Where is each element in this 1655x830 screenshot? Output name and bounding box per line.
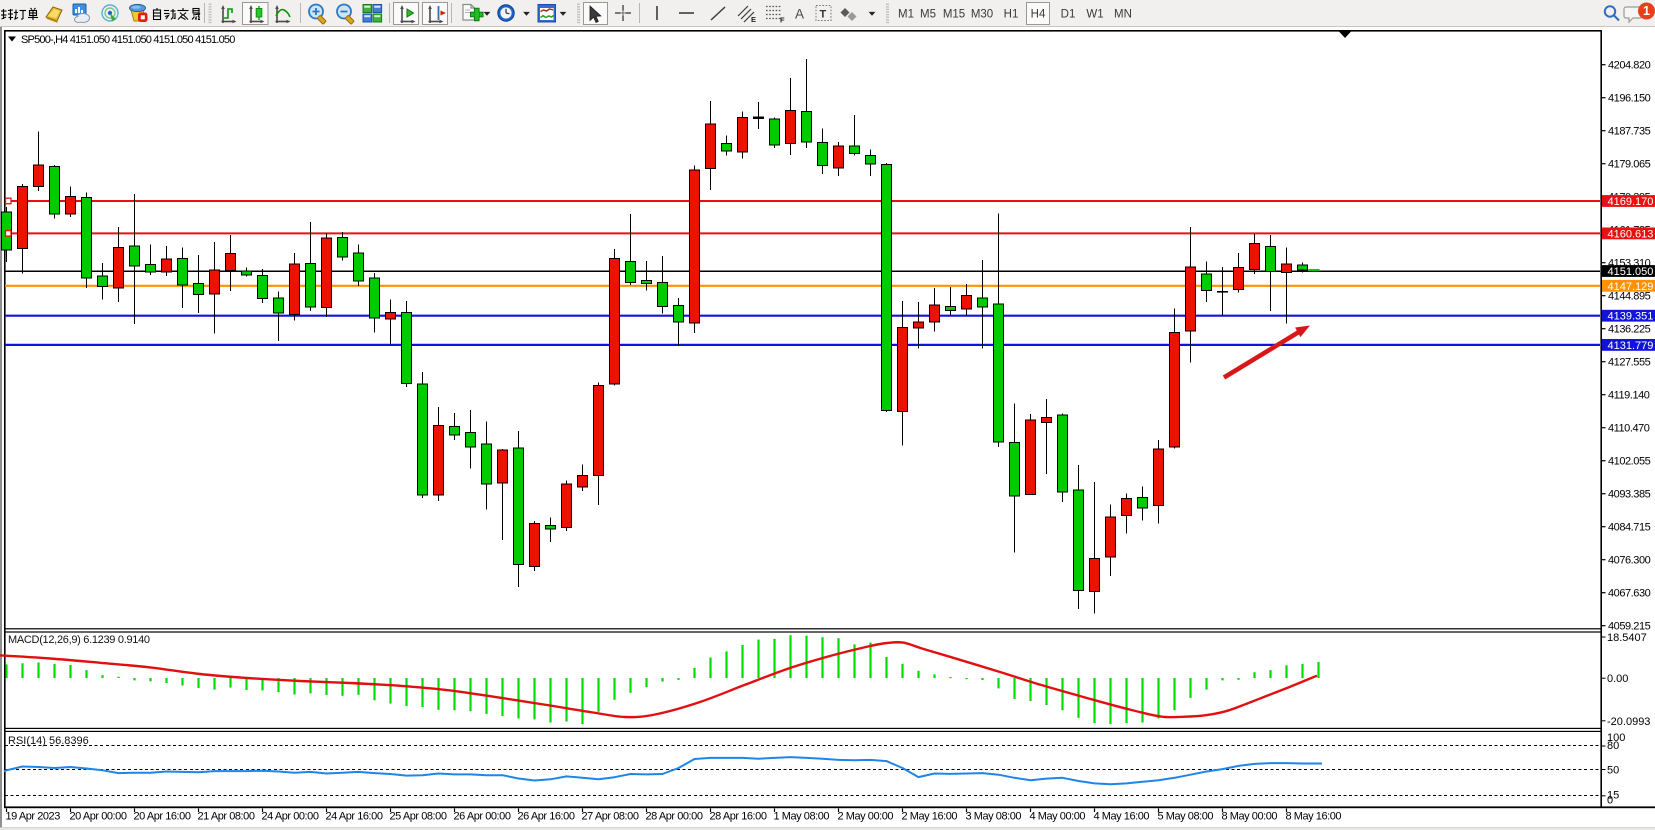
svg-text:4136.225: 4136.225 — [1608, 324, 1651, 336]
svg-text:26 Apr 00:00: 26 Apr 00:00 — [454, 811, 511, 823]
svg-text:RSI(14) 56.8396: RSI(14) 56.8396 — [8, 735, 89, 747]
svg-text:4 May 16:00: 4 May 16:00 — [1094, 811, 1150, 823]
svg-text:4169.170: 4169.170 — [1608, 196, 1654, 208]
svg-text:3 May 08:00: 3 May 08:00 — [966, 811, 1022, 823]
svg-text:H1: H1 — [1004, 9, 1019, 21]
svg-text:SP500-,H4 4151.050 4151.050 4: SP500-,H4 4151.050 4151.050 4151.050 415… — [21, 34, 235, 46]
svg-text:4076.300: 4076.300 — [1608, 555, 1651, 567]
svg-text:W1: W1 — [1086, 9, 1103, 21]
svg-text:-20.0993: -20.0993 — [1607, 716, 1650, 728]
svg-text:27 Apr 08:00: 27 Apr 08:00 — [582, 811, 639, 823]
svg-text:4102.055: 4102.055 — [1608, 456, 1651, 468]
svg-text:MN: MN — [1114, 9, 1132, 21]
svg-text:0: 0 — [1607, 795, 1613, 807]
svg-text:4059.215: 4059.215 — [1608, 621, 1651, 633]
svg-text:1: 1 — [1643, 4, 1650, 18]
svg-text:E: E — [751, 15, 756, 24]
svg-text:0.00: 0.00 — [1607, 673, 1628, 685]
svg-text:4119.140: 4119.140 — [1608, 390, 1650, 402]
svg-text:28 Apr 00:00: 28 Apr 00:00 — [646, 811, 703, 823]
svg-text:26 Apr 16:00: 26 Apr 16:00 — [518, 811, 575, 823]
svg-text:4187.735: 4187.735 — [1608, 126, 1651, 138]
svg-text:M30: M30 — [971, 9, 993, 21]
svg-text:4131.779: 4131.779 — [1608, 340, 1654, 352]
svg-text:100: 100 — [1607, 732, 1625, 744]
svg-text:2 May 00:00: 2 May 00:00 — [838, 811, 894, 823]
svg-text:28 Apr 16:00: 28 Apr 16:00 — [710, 811, 767, 823]
svg-text:4204.820: 4204.820 — [1608, 60, 1651, 72]
svg-text:D1: D1 — [1061, 9, 1076, 21]
svg-text:4110.470: 4110.470 — [1608, 423, 1650, 435]
svg-text:4196.150: 4196.150 — [1608, 93, 1651, 105]
svg-text:19 Apr 2023: 19 Apr 2023 — [6, 811, 61, 823]
svg-text:25 Apr 08:00: 25 Apr 08:00 — [390, 811, 447, 823]
svg-text:8 May 00:00: 8 May 00:00 — [1222, 811, 1278, 823]
svg-text:M15: M15 — [943, 9, 965, 21]
svg-text:H4: H4 — [1031, 9, 1046, 21]
svg-text:15: 15 — [1607, 789, 1619, 801]
svg-text:21 Apr 08:00: 21 Apr 08:00 — [198, 811, 255, 823]
svg-text:24 Apr 00:00: 24 Apr 00:00 — [262, 811, 319, 823]
svg-text:A: A — [795, 7, 804, 22]
svg-text:4084.715: 4084.715 — [1608, 522, 1651, 534]
svg-text:4 May 00:00: 4 May 00:00 — [1030, 811, 1086, 823]
svg-text:4144.895: 4144.895 — [1608, 291, 1651, 303]
svg-text:4139.351: 4139.351 — [1608, 311, 1654, 323]
svg-text:4067.630: 4067.630 — [1608, 588, 1651, 600]
svg-text:M1: M1 — [898, 9, 914, 21]
svg-text:1 May 08:00: 1 May 08:00 — [774, 811, 830, 823]
svg-text:8 May 16:00: 8 May 16:00 — [1286, 811, 1342, 823]
svg-text:4179.065: 4179.065 — [1608, 159, 1651, 171]
svg-text:4147.129: 4147.129 — [1608, 281, 1654, 293]
svg-text:18.5407: 18.5407 — [1607, 632, 1647, 644]
svg-text:4127.555: 4127.555 — [1608, 357, 1651, 369]
svg-text:20 Apr 16:00: 20 Apr 16:00 — [134, 811, 191, 823]
svg-text:4093.385: 4093.385 — [1608, 489, 1651, 501]
svg-text:80: 80 — [1607, 740, 1619, 752]
svg-text:50: 50 — [1607, 765, 1619, 777]
svg-text:20 Apr 00:00: 20 Apr 00:00 — [70, 811, 127, 823]
svg-text:4160.613: 4160.613 — [1608, 228, 1654, 240]
svg-text:24 Apr 16:00: 24 Apr 16:00 — [326, 811, 383, 823]
svg-text:2 May 16:00: 2 May 16:00 — [902, 811, 958, 823]
svg-text:5 May 08:00: 5 May 08:00 — [1158, 811, 1214, 823]
svg-text:4151.050: 4151.050 — [1608, 266, 1654, 278]
svg-text:T: T — [820, 9, 827, 21]
svg-text:MACD(12,26,9) 6.1239 0.9140: MACD(12,26,9) 6.1239 0.9140 — [8, 634, 150, 646]
svg-text:F: F — [780, 16, 785, 25]
svg-text:M5: M5 — [920, 9, 936, 21]
